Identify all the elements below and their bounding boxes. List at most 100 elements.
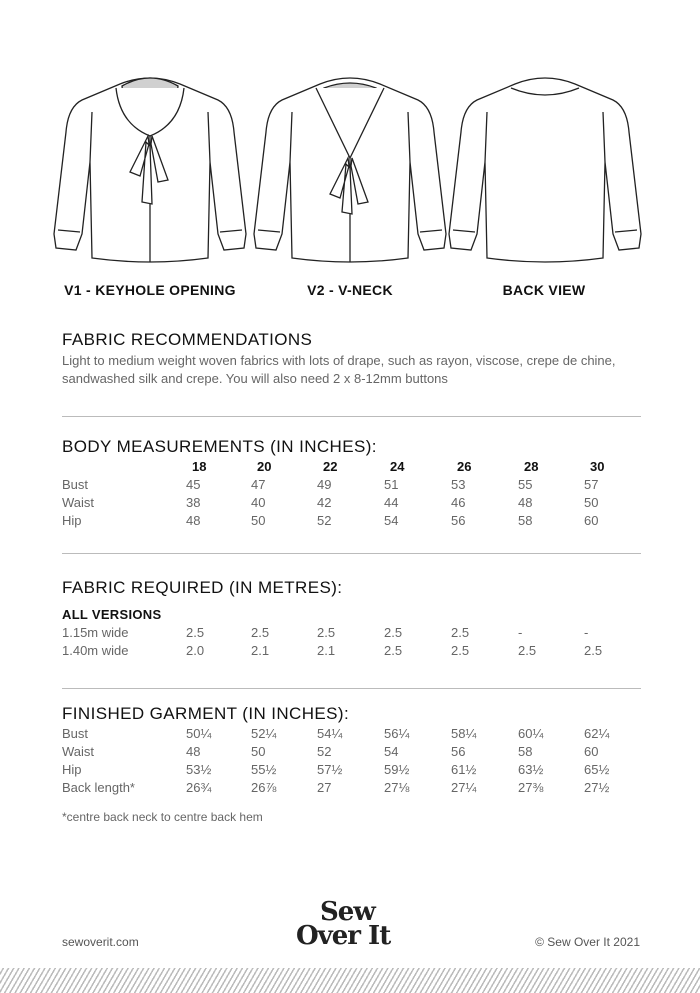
cell-value: 27¼: [451, 780, 477, 795]
footnote: *centre back neck to centre back hem: [62, 810, 263, 824]
size-header: 26: [457, 459, 472, 474]
cell-value: 59½: [384, 762, 410, 777]
fabric-recommendations-text: Light to medium weight woven fabrics wit…: [62, 353, 616, 386]
cell-value: 2.0: [186, 643, 205, 658]
cell-value: 57½: [317, 762, 343, 777]
cell-value: 27⅛: [384, 780, 410, 795]
row-label: Hip: [62, 762, 82, 777]
blouse-back-illustration: [448, 77, 642, 263]
cell-value: 42: [317, 495, 332, 510]
cell-value: 45: [186, 477, 201, 492]
cell-value: 27½: [584, 780, 610, 795]
website-link[interactable]: sewoverit.com: [62, 935, 139, 949]
striped-footer-band: [0, 968, 700, 993]
blouse-front-keyhole-illustration: [53, 77, 247, 263]
sew-over-it-logo: Sew Over It: [296, 897, 391, 951]
cell-value: 47: [251, 477, 266, 492]
cell-value: 2.5: [518, 643, 537, 658]
caption-back-view: BACK VIEW: [502, 282, 586, 298]
cell-value: 2.1: [317, 643, 336, 658]
size-header: 18: [192, 459, 207, 474]
size-header: 28: [524, 459, 539, 474]
cell-value: 26⅞: [251, 780, 277, 795]
caption-v2: V2 - V-NECK: [307, 282, 393, 298]
cell-value: 40: [251, 495, 266, 510]
all-versions-label: ALL VERSIONS: [62, 607, 162, 622]
cell-value: 26¾: [186, 780, 212, 795]
cell-value: 53: [451, 477, 466, 492]
cell-value: 55½: [251, 762, 277, 777]
cell-value: 48: [518, 495, 533, 510]
table-row: Hip 53½ 55½ 57½ 59½ 61½ 63½ 65½: [62, 762, 662, 780]
table-row: Hip 48 50 52 54 56 58 60: [62, 513, 662, 531]
fabric-recommendations-heading: FABRIC RECOMMENDATIONS: [62, 330, 313, 349]
copyright: © Sew Over It 2021: [535, 935, 640, 949]
cell-value: 2.5: [186, 625, 205, 640]
cell-value: 2.1: [251, 643, 270, 658]
cell-value: 2.5: [251, 625, 270, 640]
row-label: Waist: [62, 495, 95, 510]
table-row: Waist 48 50 52 54 56 58 60: [62, 744, 662, 762]
cell-value: 60: [584, 744, 599, 759]
cell-value: 44: [384, 495, 399, 510]
size-header: 20: [257, 459, 272, 474]
table-row: 1.15m wide 2.5 2.5 2.5 2.5 2.5 - -: [62, 625, 662, 643]
cell-value: 27⅜: [518, 780, 544, 795]
cell-value: 50: [251, 513, 266, 528]
row-label: 1.15m wide: [62, 625, 129, 640]
cell-value: 51: [384, 477, 399, 492]
cell-value: 27: [317, 780, 332, 795]
table-row: Bust 45 47 49 51 53 55 57: [62, 477, 662, 495]
cell-value: 62¼: [584, 726, 610, 741]
cell-value: 54: [384, 744, 399, 759]
table-row: Bust 50¼ 52¼ 54¼ 56¼ 58¼ 60¼ 62¼: [62, 726, 662, 744]
cell-value: 60¼: [518, 726, 544, 741]
cell-value: 55: [518, 477, 533, 492]
size-header: 24: [390, 459, 405, 474]
cell-value: 2.5: [584, 643, 603, 658]
size-header: 22: [323, 459, 338, 474]
cell-value: 52: [317, 513, 332, 528]
cell-value: 52¼: [251, 726, 277, 741]
cell-value: 61½: [451, 762, 477, 777]
cell-value: 49: [317, 477, 332, 492]
cell-value: -: [518, 625, 523, 640]
size-header: 30: [590, 459, 605, 474]
cell-value: 38: [186, 495, 201, 510]
table-row: 1.40m wide 2.0 2.1 2.1 2.5 2.5 2.5 2.5: [62, 643, 662, 661]
cell-value: 50: [584, 495, 599, 510]
row-label: Waist: [62, 744, 95, 759]
cell-value: 2.5: [451, 625, 470, 640]
divider: [62, 688, 641, 689]
cell-value: 57: [584, 477, 599, 492]
cell-value: 53½: [186, 762, 212, 777]
blouse-front-vneck-illustration: [253, 77, 447, 263]
cell-value: 56: [451, 744, 466, 759]
cell-value: 54: [384, 513, 399, 528]
cell-value: 2.5: [451, 643, 470, 658]
row-label: Hip: [62, 513, 82, 528]
cell-value: 52: [317, 744, 332, 759]
row-label: 1.40m wide: [62, 643, 129, 658]
caption-v1: V1 - KEYHOLE OPENING: [64, 282, 236, 298]
row-label: Back length*: [62, 780, 135, 795]
cell-value: 46: [451, 495, 466, 510]
row-label: Bust: [62, 726, 89, 741]
cell-value: 56¼: [384, 726, 410, 741]
cell-value: 58: [518, 513, 533, 528]
fabric-required-heading: FABRIC REQUIRED (IN METRES):: [62, 578, 343, 597]
body-measurements-heading: BODY MEASUREMENTS (IN INCHES):: [62, 437, 377, 456]
cell-value: 60: [584, 513, 599, 528]
row-label: Bust: [62, 477, 89, 492]
cell-value: 50: [251, 744, 266, 759]
cell-value: 63½: [518, 762, 544, 777]
divider: [62, 416, 641, 417]
cell-value: 48: [186, 513, 201, 528]
finished-garment-heading: FINISHED GARMENT (IN INCHES):: [62, 704, 350, 723]
table-row: Waist 38 40 42 44 46 48 50: [62, 495, 662, 513]
cell-value: 2.5: [317, 625, 336, 640]
cell-value: 2.5: [384, 643, 403, 658]
cell-value: 50¼: [186, 726, 212, 741]
cell-value: 65½: [584, 762, 610, 777]
cell-value: 54¼: [317, 726, 343, 741]
